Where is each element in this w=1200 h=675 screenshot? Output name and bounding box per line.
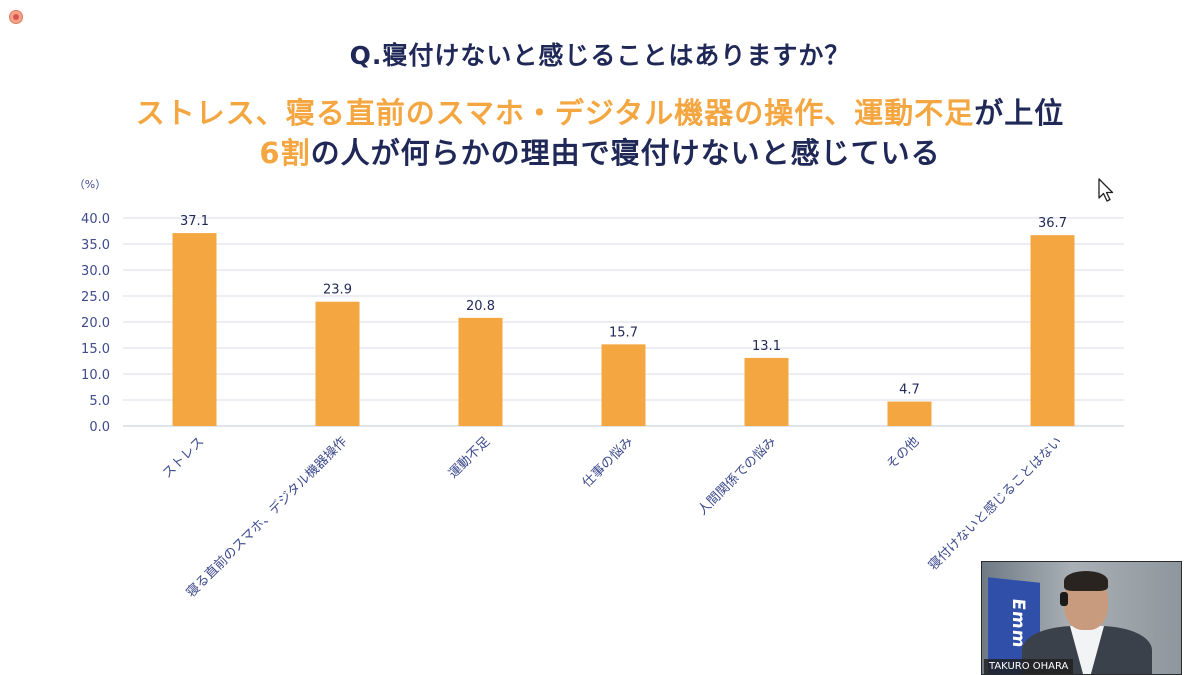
- bar: [744, 357, 789, 426]
- bar: [601, 344, 646, 426]
- x-category-label: その他: [884, 434, 922, 472]
- bar: [1030, 235, 1075, 426]
- recording-indicator-icon: [9, 10, 23, 24]
- y-tick-label: 25.0: [81, 290, 110, 305]
- bar-value-label: 15.7: [609, 325, 638, 340]
- headline-line-1-highlight: ストレス、寝る直前のスマホ・デジタル機器の操作、運動不足: [135, 96, 975, 130]
- bar-value-label: 36.7: [1038, 216, 1067, 231]
- bar-value-label: 13.1: [752, 339, 781, 354]
- question-title: Q.寝付けないと感じることはありますか？: [349, 41, 851, 70]
- y-tick-label: 10.0: [81, 368, 110, 383]
- bar: [315, 301, 360, 426]
- y-tick-label: 35.0: [81, 238, 110, 253]
- bar-value-label: 20.8: [466, 299, 495, 314]
- y-tick-label: 20.0: [81, 316, 110, 331]
- x-category-label: 寝付けないと感じることはない: [925, 434, 1065, 574]
- x-category-label: 運動不足: [446, 434, 493, 481]
- y-tick-label: 5.0: [89, 394, 110, 409]
- bar: [172, 233, 217, 426]
- headline-line-2-highlight: 6割: [259, 136, 311, 170]
- headline-line-2: 6割の人が何らかの理由で寝付けないと感じている: [0, 130, 1200, 172]
- headline-line-1: ストレス、寝る直前のスマホ・デジタル機器の操作、運動不足が上位: [0, 90, 1200, 132]
- webcam-person-hair: [1064, 571, 1108, 591]
- x-category-label: ストレス: [160, 434, 207, 481]
- bar-value-label: 4.7: [899, 383, 920, 398]
- headline-line-2-rest: の人が何らかの理由で寝付けないと感じている: [310, 136, 941, 170]
- y-axis-unit-label: （%）: [74, 178, 106, 191]
- x-category-label: 仕事の悩み: [580, 434, 637, 491]
- x-category-label: 寝る直前のスマホ、デジタル機器操作: [183, 434, 350, 601]
- y-tick-label: 0.0: [89, 420, 110, 435]
- y-tick-label: 15.0: [81, 342, 110, 357]
- bar-value-label: 37.1: [180, 214, 209, 229]
- bar: [887, 401, 932, 426]
- headline-line-1-rest: が上位: [974, 96, 1065, 130]
- mouse-cursor-icon: [1098, 178, 1114, 202]
- bar-value-label: 23.9: [323, 283, 352, 298]
- webcam-video-tile[interactable]: Emm TAKURO OHARA: [981, 561, 1182, 675]
- webcam-name-label: TAKURO OHARA: [984, 659, 1074, 674]
- bar: [458, 317, 503, 426]
- y-tick-label: 40.0: [81, 212, 110, 227]
- y-tick-label: 30.0: [81, 264, 110, 279]
- x-category-label: 人間関係での悩み: [695, 434, 779, 518]
- headset-icon: [1060, 592, 1068, 606]
